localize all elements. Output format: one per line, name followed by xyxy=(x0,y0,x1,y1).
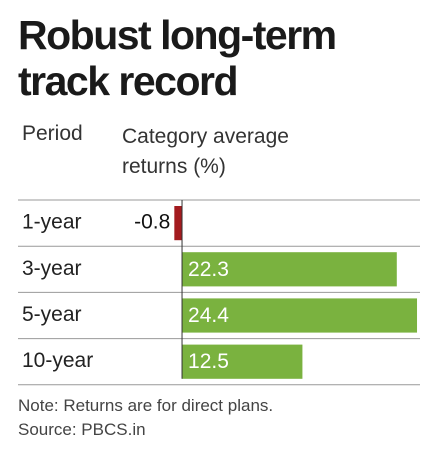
value-label: 12.5 xyxy=(188,350,229,373)
value-label: 22.3 xyxy=(188,258,229,281)
value-header: Category average returns (%) xyxy=(122,125,289,178)
category-header: Period xyxy=(22,122,83,145)
category-label: 10-year xyxy=(22,349,93,372)
value-label: 24.4 xyxy=(188,304,229,327)
category-label: 3-year xyxy=(22,257,82,280)
category-label: 5-year xyxy=(22,303,82,326)
chart-title: Robust long-term track record xyxy=(18,12,337,104)
bar xyxy=(182,252,397,287)
category-label: 1-year xyxy=(22,211,82,234)
bar xyxy=(182,298,418,333)
value-label: -0.8 xyxy=(134,211,170,234)
source: Source: PBCS.in xyxy=(18,420,146,439)
bar xyxy=(182,344,303,379)
note: Note: Returns are for direct plans. xyxy=(18,396,274,415)
bar xyxy=(174,206,183,241)
